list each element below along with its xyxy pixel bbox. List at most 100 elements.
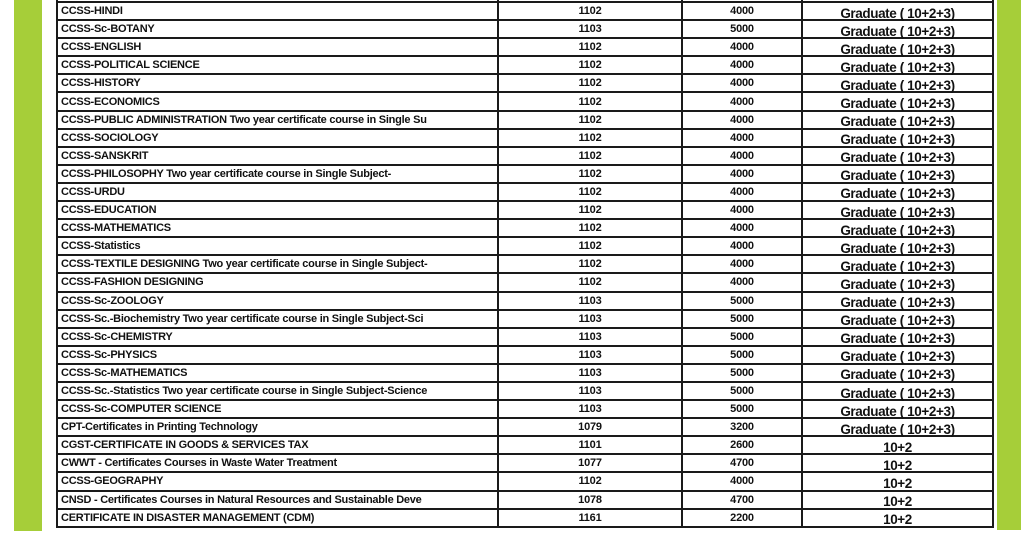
course-code-value: 1102 xyxy=(578,149,602,162)
eligibility-cell: Graduate ( 10+2+3) xyxy=(803,382,994,401)
course-name-label: CCSS-HISTORY xyxy=(61,77,141,90)
course-name-cell: CCSS-Statistics xyxy=(56,238,499,255)
course-code-cell: 1103 xyxy=(499,382,683,400)
course-name-label: CCSS-HINDI xyxy=(61,5,123,18)
course-code-cell: 1102 xyxy=(499,93,683,110)
table-row: CCSS-Sc.-Statistics Two year certificate… xyxy=(56,382,994,402)
course-fee-cell: 4000 xyxy=(683,129,803,146)
course-fee-value: 5000 xyxy=(730,366,754,379)
fee-cell xyxy=(683,0,803,1)
course-name-label: CERTIFICATE IN DISASTER MANAGEMENT (CDM) xyxy=(61,511,315,524)
course-code-value: 1102 xyxy=(578,77,602,90)
eligibility-cell: Graduate ( 10+2+3) xyxy=(803,93,994,111)
table-row: CWWT - Certificates Courses in Waste Wat… xyxy=(56,455,994,474)
course-fee-cell: 5000 xyxy=(683,328,803,345)
course-name-cell: CCSS-Sc.-Biochemistry Two year certifica… xyxy=(56,310,499,327)
eligibility-value: Graduate ( 10+2+3) xyxy=(840,276,955,292)
course-code-cell: 1103 xyxy=(499,310,683,327)
course-name-label: CCSS-FASHION DESIGNING xyxy=(61,276,204,289)
eligibility-value: Graduate ( 10+2+3) xyxy=(840,349,955,365)
course-code-value: 1102 xyxy=(578,185,602,198)
course-name-cell: CCSS-Sc.-Statistics Two year certificate… xyxy=(56,382,499,400)
course-fee-value: 4000 xyxy=(730,113,754,126)
course-name-cell: CCSS-URDU xyxy=(56,183,499,201)
course-name-label: CCSS-Statistics xyxy=(61,240,141,253)
course-fee-value: 4000 xyxy=(730,167,754,180)
course-fee-value: 4000 xyxy=(730,222,754,235)
course-fee-cell: 2200 xyxy=(683,509,803,526)
course-code-value: 1077 xyxy=(578,457,602,470)
eligibility-value: Graduate ( 10+2+3) xyxy=(840,59,955,75)
table-row: CCSS-PUBLIC ADMINISTRATION Two year cert… xyxy=(56,111,994,130)
course-code-cell: 1078 xyxy=(499,491,683,508)
course-name-cell: CCSS-Sc-MATHEMATICS xyxy=(56,364,499,381)
course-name-label: CCSS-PHILOSOPHY Two year certificate cou… xyxy=(61,167,392,180)
course-code-cell: 1102 xyxy=(499,39,683,56)
table-row: CCSS-Sc.-Biochemistry Two year certifica… xyxy=(56,310,994,329)
course-name-cell: CCSS-Sc-CHEMISTRY xyxy=(56,328,499,345)
course-code-value: 1161 xyxy=(578,511,602,524)
course-fee-table: CCSS-HINDI 1102 4000 Graduate ( 10+2+3) … xyxy=(56,0,994,528)
course-name-label: CNSD - Certificates Courses in Natural R… xyxy=(61,493,422,506)
course-code-cell: 1102 xyxy=(499,202,683,219)
course-name-label: CCSS-Sc-ZOOLOGY xyxy=(61,294,164,307)
eligibility-value: 10+2 xyxy=(883,494,912,510)
course-code-cell: 1077 xyxy=(499,455,683,472)
table-row: CGST-CERTIFICATE IN GOODS & SERVICES TAX… xyxy=(56,437,994,456)
eligibility-cell: Graduate ( 10+2+3) xyxy=(803,3,994,21)
eligibility-value: Graduate ( 10+2+3) xyxy=(840,132,955,148)
course-name-label: CCSS-ECONOMICS xyxy=(61,95,160,108)
course-code-cell: 1103 xyxy=(499,364,683,381)
course-name-cell: CCSS-ENGLISH xyxy=(56,39,499,56)
course-fee-cell: 5000 xyxy=(683,292,803,309)
eligibility-value: 10+2 xyxy=(883,512,912,528)
course-name-cell: CCSS-Sc-PHYSICS xyxy=(56,346,499,363)
course-name-cell: CCSS-Sc-ZOOLOGY xyxy=(56,292,499,309)
course-name-cell: CCSS-Sc-COMPUTER SCIENCE xyxy=(56,401,499,418)
eligibility-cell: Graduate ( 10+2+3) xyxy=(803,346,994,365)
eligibility-cell: Graduate ( 10+2+3) xyxy=(803,57,994,75)
course-name-label: CCSS-SANSKRIT xyxy=(61,149,149,162)
course-code-value: 1102 xyxy=(578,113,602,126)
course-name-cell: CCSS-SANSKRIT xyxy=(56,147,499,164)
course-fee-cell: 4000 xyxy=(683,238,803,255)
course-code-value: 1102 xyxy=(578,222,602,235)
course-fee-cell: 4000 xyxy=(683,202,803,219)
course-fee-cell: 5000 xyxy=(683,364,803,381)
eligibility-cell: Graduate ( 10+2+3) xyxy=(803,328,994,346)
table-row: CCSS-HINDI 1102 4000 Graduate ( 10+2+3) xyxy=(56,3,994,22)
eligibility-cell: Graduate ( 10+2+3) xyxy=(803,147,994,166)
course-code-value: 1102 xyxy=(578,204,602,217)
course-fee-cell: 4000 xyxy=(683,111,803,128)
eligibility-value: Graduate ( 10+2+3) xyxy=(840,41,955,57)
course-name-label: CCSS-Sc.-Statistics Two year certificate… xyxy=(61,385,428,398)
eligibility-cell: Graduate ( 10+2+3) xyxy=(803,129,994,148)
code-cell xyxy=(499,0,683,1)
course-code-cell: 1103 xyxy=(499,328,683,345)
course-fee-cell: 4000 xyxy=(683,256,803,273)
course-code-cell: 1102 xyxy=(499,473,683,490)
course-fee-value: 5000 xyxy=(730,312,754,325)
course-fee-cell: 4000 xyxy=(683,165,803,182)
eligibility-cell: 10+2 xyxy=(803,455,994,473)
table-row: CCSS-Sc-CHEMISTRY 1103 5000 Graduate ( 1… xyxy=(56,328,994,347)
course-fee-value: 4000 xyxy=(730,149,754,162)
course-fee-value: 4700 xyxy=(730,457,754,470)
table-row: CCSS-HISTORY 1102 4000 Graduate ( 10+2+3… xyxy=(56,75,994,94)
course-code-value: 1102 xyxy=(578,258,602,271)
course-fee-value: 4000 xyxy=(730,185,754,198)
table-row: CCSS-ENGLISH 1102 4000 Graduate ( 10+2+3… xyxy=(56,39,994,58)
course-fee-value: 4700 xyxy=(730,493,754,506)
course-name-label: CCSS-GEOGRAPHY xyxy=(61,475,164,488)
course-fee-value: 3200 xyxy=(730,421,754,434)
eligibility-cell: Graduate ( 10+2+3) xyxy=(803,75,994,93)
course-name-cell: CCSS-POLITICAL SCIENCE xyxy=(56,57,499,74)
eligibility-value: Graduate ( 10+2+3) xyxy=(840,150,955,166)
course-fee-value: 5000 xyxy=(730,294,754,307)
eligibility-cell: Graduate ( 10+2+3) xyxy=(803,401,994,419)
eligibility-cell: Graduate ( 10+2+3) xyxy=(803,165,994,183)
course-code-cell: 1103 xyxy=(499,292,683,309)
course-name-label: CGST-CERTIFICATE IN GOODS & SERVICES TAX xyxy=(61,439,309,452)
table-row: CCSS-Sc-PHYSICS 1103 5000 Graduate ( 10+… xyxy=(56,346,994,365)
